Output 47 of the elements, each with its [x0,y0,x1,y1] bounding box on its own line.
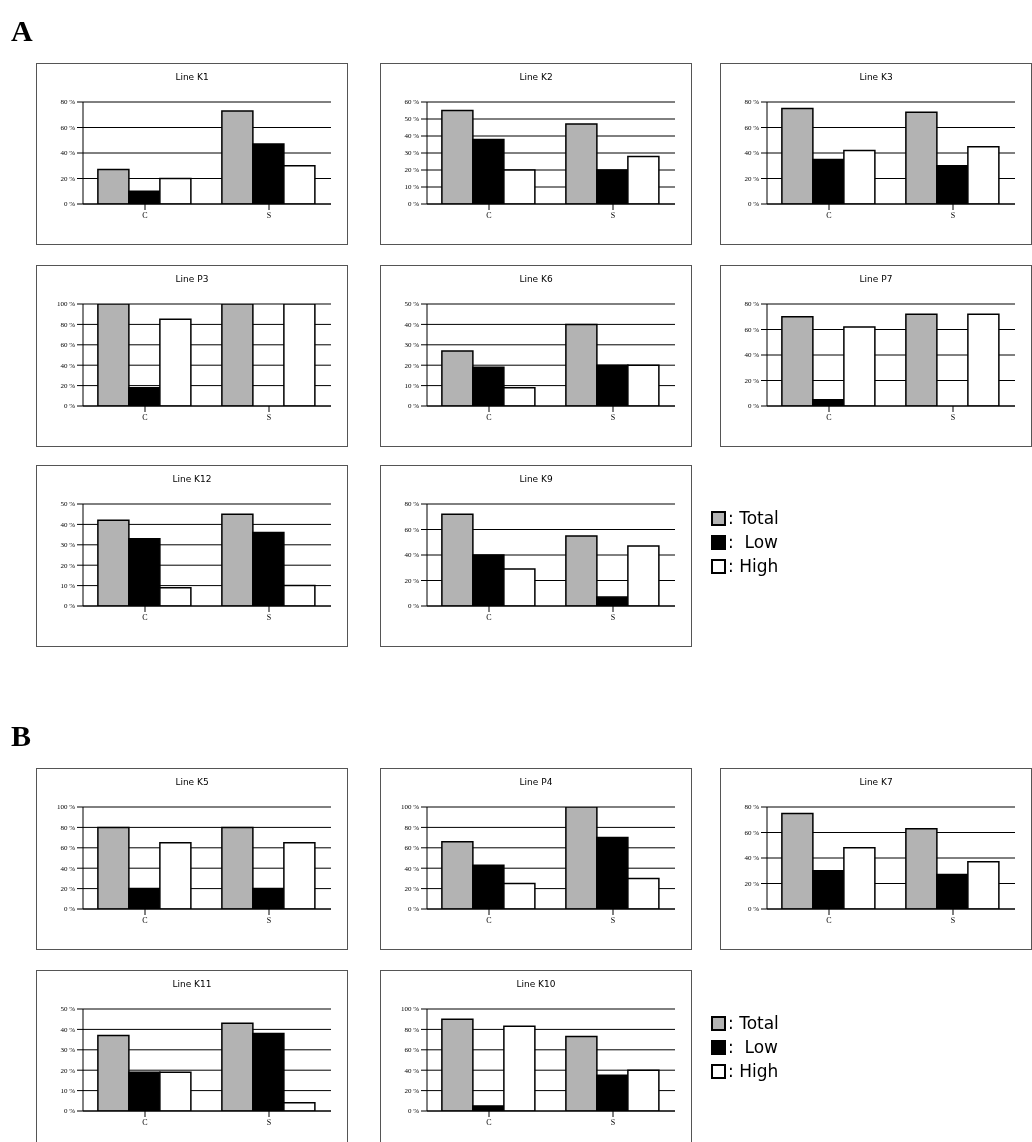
chart-title: Line K2 [518,72,554,84]
chart-title: Line K7 [858,777,894,789]
x-tick-label: S [610,915,616,925]
chart-title: Line K12 [171,474,213,486]
x-tick-label: C [826,210,832,220]
x-tick-label: C [486,915,492,925]
x-tick-label: S [950,915,956,925]
x-tick-label: S [610,1117,616,1127]
legend-label: : Total [728,1012,779,1035]
legend-label: : High [728,1060,779,1083]
x-tick-label: C [486,412,492,422]
x-tick-label: S [266,1117,272,1127]
legend-label: : Low [728,531,779,554]
legend-label: : Low [728,1036,779,1059]
chart-title: Line P4 [518,777,554,789]
chart-title: Line K6 [518,274,554,286]
x-tick-label: C [826,915,832,925]
x-tick-label: C [142,612,148,622]
x-tick-label: C [486,1117,492,1127]
text: B [11,719,32,753]
chart-title: Line K5 [174,777,210,789]
x-tick-label: C [142,210,148,220]
x-tick-label: C [486,210,492,220]
x-tick-label: S [950,412,956,422]
x-tick-label: C [486,612,492,622]
x-tick-label: C [826,412,832,422]
chart-title: Line K3 [858,72,894,84]
chart-title: Line K10 [515,979,557,991]
chart-title: Line K1 [174,72,210,84]
x-tick-label: S [610,412,616,422]
text: A [11,14,33,48]
x-tick-label: C [142,915,148,925]
x-tick-label: C [142,412,148,422]
legend-label: : High [728,555,779,578]
x-tick-label: C [142,1117,148,1127]
x-tick-label: S [266,210,272,220]
x-tick-label: S [610,210,616,220]
x-tick-label: S [610,612,616,622]
x-tick-label: S [950,210,956,220]
chart-title: Line P7 [858,274,894,286]
x-tick-label: S [266,612,272,622]
x-tick-label: S [266,915,272,925]
chart-title: Line P3 [174,274,210,286]
legend-label: : Total [728,507,779,530]
x-tick-label: S [266,412,272,422]
chart-title: Line K9 [518,474,554,486]
chart-title: Line K11 [171,979,213,991]
